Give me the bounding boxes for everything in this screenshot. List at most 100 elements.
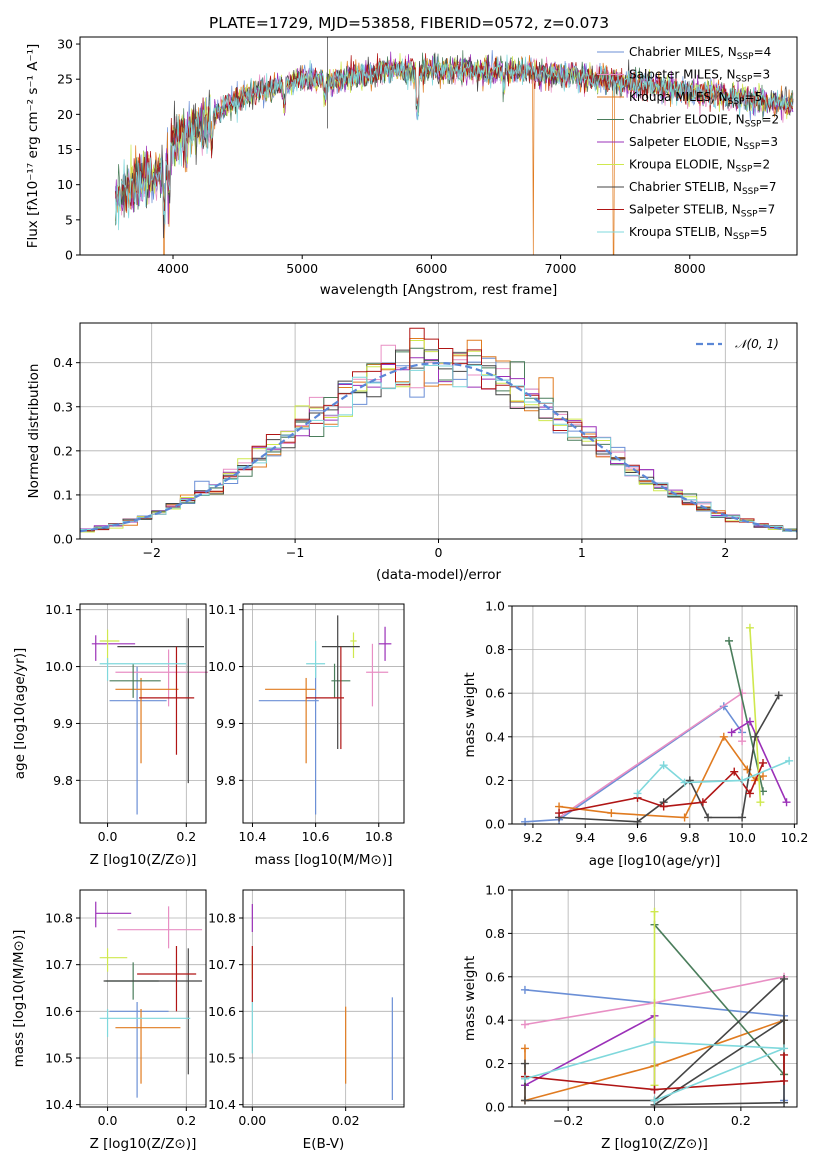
chart-title: PLATE=1729, MJD=53858, FIBERID=0572, z=0… xyxy=(209,14,609,32)
x-tick-label: −0.2 xyxy=(553,1113,583,1128)
weight-marker xyxy=(520,1074,529,1083)
x-axis-label: mass [log10(M/M⊙)] xyxy=(255,852,393,868)
errorbar-point xyxy=(115,677,179,764)
y-tick-label: 0.0 xyxy=(485,817,505,832)
weight-marker xyxy=(725,636,734,645)
x-tick-label: 9.6 xyxy=(628,830,648,845)
weight-marker xyxy=(759,758,768,767)
y-tick-label: 9.8 xyxy=(53,773,73,788)
x-tick-label: 8000 xyxy=(674,261,706,276)
x-tick-label: 1 xyxy=(578,545,586,560)
axes-frame xyxy=(511,605,798,825)
errorbar-point xyxy=(99,658,187,681)
y-tick-label: 10.8 xyxy=(45,911,73,926)
x-tick-label: 2 xyxy=(721,545,729,560)
weight-marker xyxy=(520,1096,529,1105)
errorbar-point xyxy=(306,646,345,750)
y-axis-label: age [log10(age/yr)] xyxy=(12,648,28,780)
legend-label: Salpeter MILES, NSSP=3 xyxy=(629,68,770,85)
errorbar-point xyxy=(378,626,392,661)
age-vs-Z-panel: 0.0 0.2 9.8 9.9 10.0 10.1 Z [log10(Z/Z⊙)] age [… xyxy=(12,602,208,868)
weight-marker xyxy=(782,798,791,807)
spectrum-series-line xyxy=(115,54,794,231)
weight-marker xyxy=(680,813,689,822)
x-tick-label: 4000 xyxy=(157,261,189,276)
weight-marker xyxy=(756,798,765,807)
axes-frame xyxy=(79,603,207,824)
x-tick-label: 9.8 xyxy=(680,830,700,845)
weight-marker xyxy=(659,761,668,770)
weight-marker xyxy=(607,809,616,818)
weight-marker xyxy=(780,1044,789,1053)
x-tick-label: 10.0 xyxy=(728,830,756,845)
weight-series-line xyxy=(653,924,785,1076)
y-tick-label: 10.7 xyxy=(208,957,236,972)
x-axis-label: Z [log10(Z/Z⊙)] xyxy=(601,1136,708,1152)
weight-series-line xyxy=(559,695,780,823)
errorbar-point xyxy=(306,640,326,678)
weight-marker xyxy=(745,717,754,726)
weight-marker xyxy=(738,813,747,822)
weight-marker xyxy=(738,776,747,785)
weight-marker xyxy=(555,809,564,818)
errorbar-point xyxy=(103,948,203,1075)
weight-series-line xyxy=(525,705,743,823)
y-axis-label: Normed distribution xyxy=(26,364,42,499)
y-tick-label: 0.2 xyxy=(53,443,73,458)
axes-frame xyxy=(242,889,405,1108)
errorbar-point xyxy=(350,632,357,659)
errorbar-point xyxy=(137,946,197,1012)
y-tick-label: 10 xyxy=(57,177,73,192)
errorbar-point xyxy=(115,649,208,707)
y-tick-label: 10.4 xyxy=(208,1097,236,1112)
errorbar-point xyxy=(109,1002,169,1098)
y-tick-label: 10.6 xyxy=(208,1004,236,1019)
x-tick-label: 10.4 xyxy=(239,829,267,844)
legend-label: Chabrier MILES, NSSP=4 xyxy=(629,45,771,62)
legend-label: Chabrier ELODIE, NSSP=2 xyxy=(629,113,779,130)
y-tick-label: 10.5 xyxy=(45,1051,73,1066)
y-tick-label: 0.4 xyxy=(53,355,73,370)
x-tick-label: 9.2 xyxy=(523,830,543,845)
errorbar-point xyxy=(265,677,316,764)
x-tick-label: 0.2 xyxy=(731,1113,751,1128)
y-tick-label: 0.1 xyxy=(53,487,73,502)
weight-marker xyxy=(745,623,754,632)
errorbar-point xyxy=(91,635,136,661)
weight-vs-age-panel: 9.2 9.4 9.6 9.8 10.0 10.2 0.0 0.2 0.4 0.6 0.8 1.0 ag… xyxy=(462,599,808,870)
weight-marker xyxy=(650,1037,659,1046)
x-tick-label: 0.2 xyxy=(176,1113,196,1128)
x-axis-label: Z [log10(Z/Z⊙)] xyxy=(90,1136,197,1152)
x-axis-label: age [log10(age/yr)] xyxy=(589,853,721,869)
weight-marker xyxy=(719,732,728,741)
y-tick-label: 0.6 xyxy=(485,969,505,984)
weight-marker xyxy=(738,737,747,746)
y-tick-label: 10.0 xyxy=(45,659,73,674)
axes-frame xyxy=(79,889,207,1108)
weight-marker xyxy=(704,813,713,822)
errorbar-point xyxy=(258,666,319,815)
weight-marker xyxy=(659,802,668,811)
x-tick-label: 0.0 xyxy=(645,1113,665,1128)
y-tick-label: 15 xyxy=(57,142,73,157)
mass-vs-Z-panel: 0.0 0.2 10.4 10.5 10.6 10.7 10.8 Z [log10(Z/Z⊙)… xyxy=(11,889,207,1152)
x-tick-label: 0.00 xyxy=(238,1113,266,1128)
weight-marker xyxy=(698,798,707,807)
x-tick-label: 6000 xyxy=(415,261,447,276)
y-tick-label: 0.2 xyxy=(485,773,505,788)
weight-marker xyxy=(730,767,739,776)
weight-marker xyxy=(520,985,529,994)
x-tick-label: 10.2 xyxy=(780,830,808,845)
legend-label: Chabrier STELIB, NSSP=7 xyxy=(629,180,777,197)
x-axis-label: E(B-V) xyxy=(303,1136,345,1152)
y-tick-label: 1.0 xyxy=(485,883,505,898)
weight-marker xyxy=(780,974,789,983)
x-tick-label: −1 xyxy=(286,545,304,560)
weight-marker xyxy=(521,817,530,826)
errorbar-point xyxy=(99,629,120,664)
errorbar-point xyxy=(115,1009,181,1084)
weight-series-line xyxy=(524,1041,785,1102)
y-tick-label: 0.3 xyxy=(53,399,73,414)
weight-marker xyxy=(633,789,642,798)
